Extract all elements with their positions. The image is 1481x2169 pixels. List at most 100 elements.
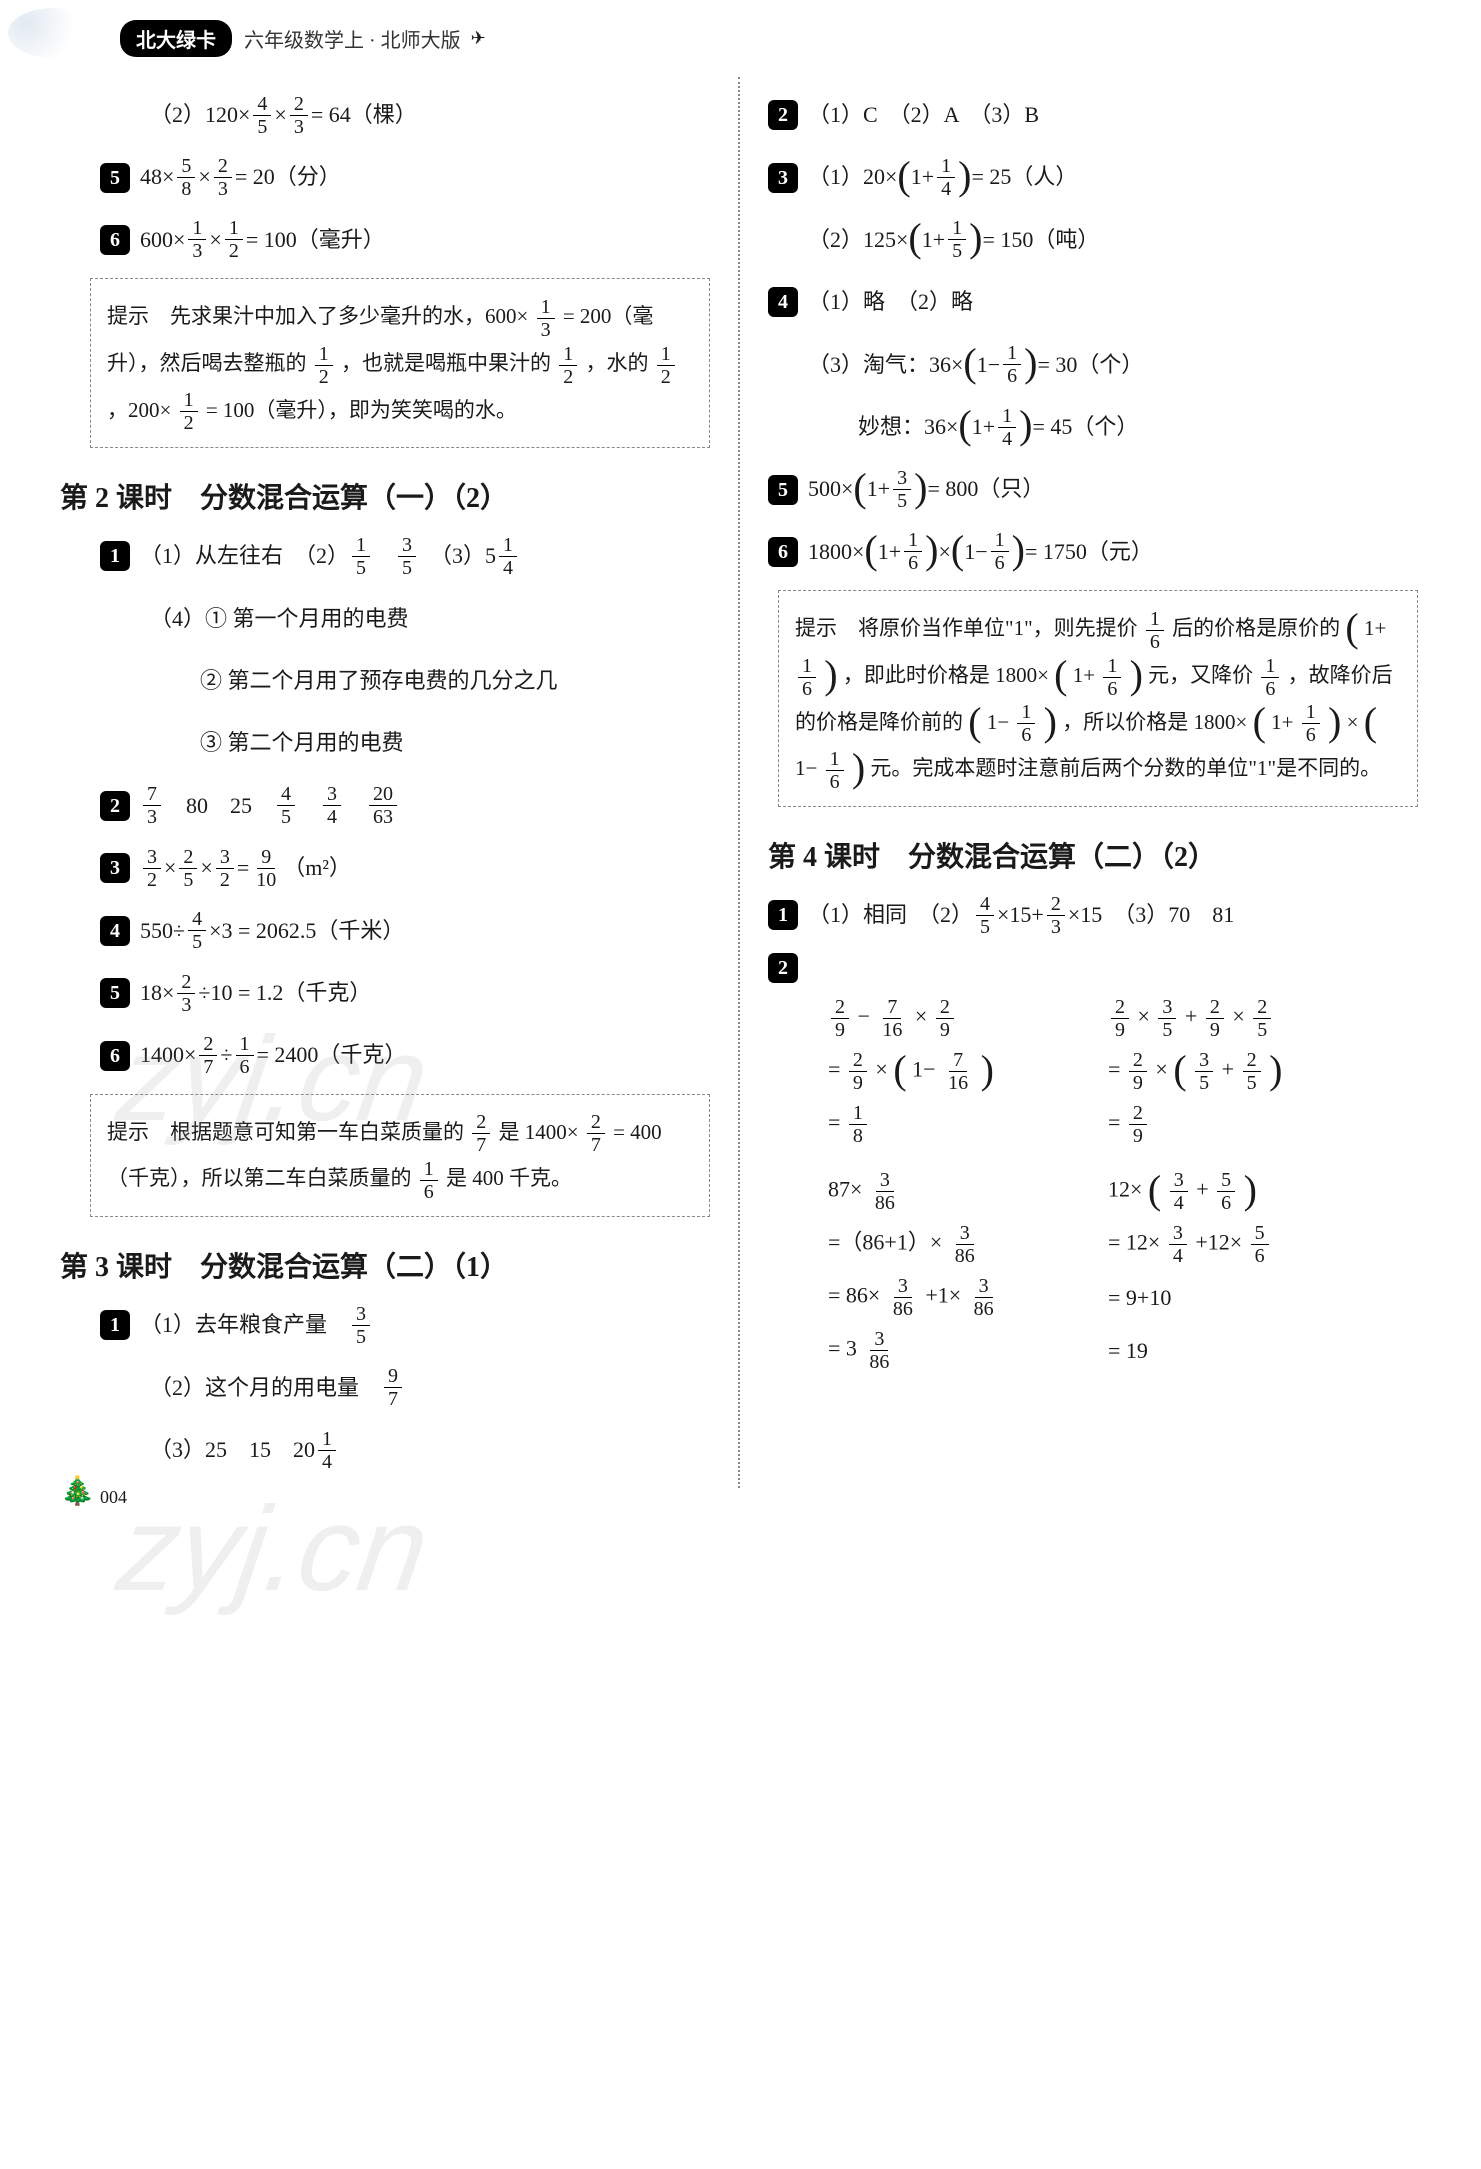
page-header: 北大绿卡 六年级数学上 · 北师大版 ✈ [60,20,1421,57]
text: 1+ [911,153,934,201]
answer-line: 6 1800× ( 1+ 16 ) × ( 1− 16 ) = 1750（元） [768,528,1418,576]
text: × [1347,710,1359,734]
fraction: 73 [143,784,161,827]
fraction: 12 [657,344,675,387]
question-number-6: 6 [100,1041,130,1071]
fraction: 14 [998,406,1016,449]
text: ，200× [107,398,171,422]
text: = [237,844,249,892]
text: 后的价格是原价的 [1172,616,1340,640]
fraction: 45 [253,94,271,137]
answer-line: （2）120× 45 × 23 = 64（棵） [60,91,710,139]
text: 1+ [867,465,890,513]
fraction: 16 [236,1034,254,1077]
text: = 1750（元） [1025,528,1153,576]
text [298,782,320,830]
header-badge: 北大绿卡 [120,20,232,57]
eq-cell: 12× ( 34 + 56 ) [1108,1170,1388,1213]
text: 提示 先求果汁中加入了多少毫升的水，600× [107,304,528,328]
fraction: 16 [1017,702,1035,745]
text: = 2400（千克） [257,1031,407,1079]
text: 元。完成本题时注意前后两个分数的单位"1"是不同的。 [870,756,1381,780]
answer-line: 5 500× ( 1+ 35 ) = 800（只） [768,465,1418,513]
eq-cell: 87× 386 [828,1170,1108,1213]
fraction: 45 [976,894,994,937]
text: （1）去年粮食产量 [140,1301,349,1349]
question-number-4: 4 [768,287,798,317]
question-number-1: 1 [100,541,130,571]
text: = 150（吨） [983,216,1100,264]
text: × [274,91,286,139]
text: = 800（只） [928,465,1045,513]
answer-line: （3）25 15 20 14 [60,1426,710,1474]
fraction: 23 [214,156,232,199]
question-number-1: 1 [768,900,798,930]
answer-line: （4）① 第一个月用的电费 [60,595,710,643]
fraction: 15 [352,535,370,578]
question-number-3: 3 [768,163,798,193]
text: 1+ [878,528,901,576]
question-number-5: 5 [100,978,130,1008]
text: = 30（个） [1038,341,1144,389]
answer-line: 5 48× 58 × 23 = 20（分） [60,153,710,201]
answer-line: 1 （1）去年粮食产量 35 [60,1301,710,1349]
question-number-2: 2 [768,100,798,130]
text: 是 400 千克。 [446,1166,572,1190]
eq-cell: = 19 [1108,1338,1388,1364]
text: （1）略 （2）略 [808,278,973,326]
question-number-6: 6 [768,537,798,567]
fraction: 12 [559,344,577,387]
question-number-6: 6 [100,225,130,255]
fraction: 23 [177,972,195,1015]
fraction: 35 [893,468,911,511]
fraction: 27 [199,1034,217,1077]
fraction: 27 [472,1112,490,1155]
text: = 100（毫升） [246,216,385,264]
text: ，即此时价格是 1800× [843,663,1049,687]
fraction: 35 [398,535,416,578]
text: = 64（棵） [311,91,417,139]
answer-line: （2）这个月的用电量 97 [60,1364,710,1412]
fraction: 15 [948,218,966,261]
fraction: 16 [826,749,844,792]
column-divider [738,77,740,1488]
text: 1− [964,528,987,576]
fraction: 16 [1146,609,1164,652]
question-number-3: 3 [100,853,130,883]
text: 提示 根据题意可知第一车白菜质量的 [107,1120,464,1144]
eq-cell: = 29 [1108,1103,1388,1146]
answer-line: 3 32 × 25 × 32 = 910 （m²） [60,844,710,892]
equation-block: 29 − 716 × 29 29 × 35 + 29 × 25 [828,997,1418,1372]
answer-line: 2 （1）C （2）A （3）B [768,91,1418,139]
fraction: 16 [991,530,1009,573]
section-title-2: 第 2 课时 分数混合运算（一）（2） [60,476,710,516]
text: 48× [140,153,174,201]
tip-box: 提示 先求果汁中加入了多少毫升的水，600× 13 = 200（毫升），然后喝去… [90,278,710,448]
question-number-2: 2 [768,953,798,983]
eq-cell: = 18 [828,1103,1108,1146]
fraction: 16 [1261,656,1279,699]
text: 1+ [1073,663,1095,687]
answer-line: ② 第二个月用了预存电费的几分之几 [60,657,710,705]
fraction: 2063 [369,784,397,827]
text: 1+ [972,403,995,451]
fraction: 14 [318,1429,336,1472]
fraction: 12 [180,390,198,433]
fraction: 16 [420,1159,438,1202]
fraction: 97 [384,1366,402,1409]
text: 1− [795,756,817,780]
text: × [200,844,212,892]
text: （3）5 [419,532,496,580]
text: （2）这个月的用电量 [150,1364,381,1412]
eq-cell: = 9+10 [1108,1285,1388,1311]
section-title-3: 第 3 课时 分数混合运算（二）（1） [60,1245,710,1285]
fraction: 12 [225,218,243,261]
text: ×3 = 2062.5（千米） [209,907,404,955]
eq-cell: = 12× 34 +12× 56 [1108,1223,1388,1266]
text: 1800× [808,528,864,576]
text: （1）C （2）A （3）B [808,91,1039,139]
corner-decoration [8,8,98,58]
fraction: 23 [290,94,308,137]
text: 18× [140,969,174,1017]
fraction: 16 [1302,702,1320,745]
